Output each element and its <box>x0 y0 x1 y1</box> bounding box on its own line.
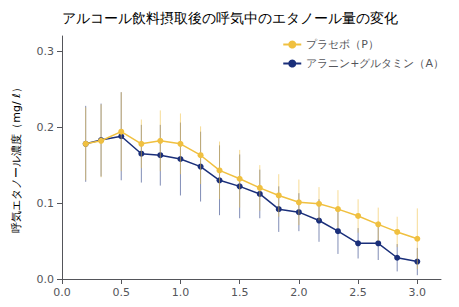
svg-text:2.5: 2.5 <box>349 286 367 299</box>
svg-text:アラニン+グルタミン（A）: アラニン+グルタミン（A） <box>306 57 444 70</box>
svg-text:2.0: 2.0 <box>290 286 308 299</box>
svg-text:0.5: 0.5 <box>112 286 130 299</box>
svg-text:アルコール飲料摂取後の呼気中のエタノール量の変化: アルコール飲料摂取後の呼気中のエタノール量の変化 <box>62 10 398 26</box>
svg-text:1.5: 1.5 <box>231 286 249 299</box>
svg-text:1.0: 1.0 <box>172 286 190 299</box>
svg-text:0.3: 0.3 <box>37 45 55 58</box>
svg-text:呼気エタノール濃度（mg/ ℓ）: 呼気エタノール濃度（mg/ ℓ） <box>10 82 23 232</box>
svg-text:3.0: 3.0 <box>409 286 427 299</box>
svg-text:プラセボ（P）: プラセボ（P） <box>306 38 379 51</box>
svg-text:0.1: 0.1 <box>37 197 55 210</box>
svg-text:0.0: 0.0 <box>37 273 55 286</box>
svg-text:0.2: 0.2 <box>37 121 55 134</box>
svg-text:0.0: 0.0 <box>53 286 71 299</box>
